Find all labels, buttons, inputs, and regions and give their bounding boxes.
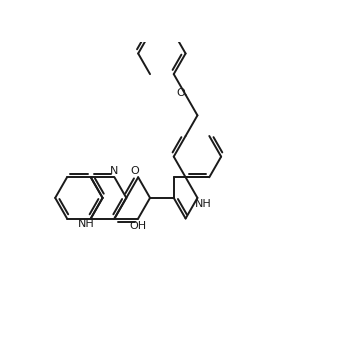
Text: NH: NH [195,199,212,209]
Text: N: N [110,166,119,176]
Text: O: O [130,166,139,176]
Text: OH: OH [129,221,147,231]
Text: O: O [177,88,185,98]
Text: NH: NH [78,219,94,229]
